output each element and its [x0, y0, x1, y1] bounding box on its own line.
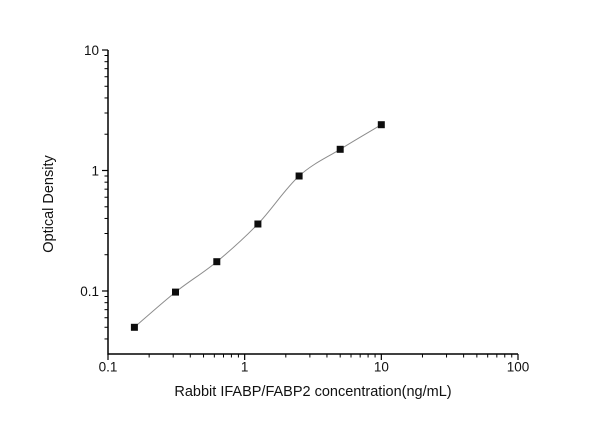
y-tick-label: 1 — [91, 163, 99, 178]
x-axis-title: Rabbit IFABP/FABP2 concentration(ng/mL) — [174, 384, 451, 400]
data-point-marker — [336, 145, 344, 153]
x-tick-label: 100 — [507, 360, 530, 375]
y-axis-title: Optical Density — [41, 155, 57, 253]
x-tick-label: 0.1 — [99, 360, 118, 375]
y-tick-label: 0.1 — [80, 284, 99, 299]
data-point-marker — [295, 172, 303, 180]
x-tick-label: 10 — [374, 360, 389, 375]
data-point-marker — [130, 323, 138, 331]
axes-layer: 0.1 1 10 100 0.1 1 10 — [80, 43, 529, 375]
axis-spine — [107, 50, 518, 355]
y-tick-label: 10 — [84, 43, 99, 58]
x-tick-label: 1 — [241, 360, 249, 375]
data-point-marker — [254, 220, 262, 228]
data-point-marker — [172, 288, 179, 296]
series-layer — [130, 121, 385, 331]
data-point-marker — [213, 258, 221, 266]
data-point-marker — [377, 121, 385, 129]
